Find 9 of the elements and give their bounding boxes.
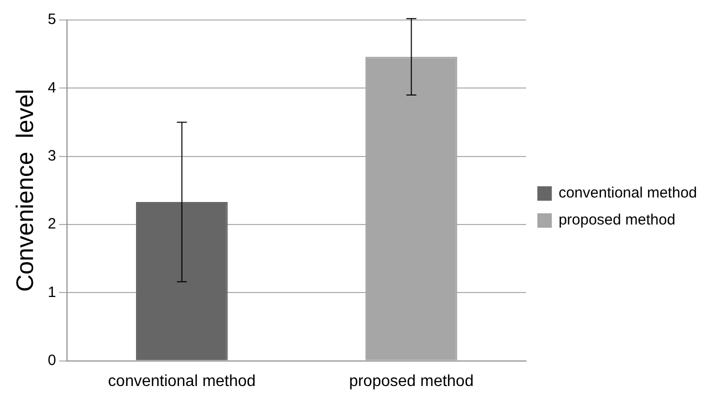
legend-label: conventional method: [558, 184, 698, 202]
y-tick-label: 2: [48, 216, 56, 233]
legend-label: proposed method: [558, 212, 676, 229]
y-tick-label: 3: [48, 147, 56, 164]
y-tick-label: 5: [48, 11, 56, 28]
y-axis-title: Convenience level: [12, 89, 40, 292]
y-tick-label: 4: [48, 79, 56, 96]
y-tick-label: 1: [48, 284, 56, 301]
y-tick-label: 0: [48, 352, 56, 369]
